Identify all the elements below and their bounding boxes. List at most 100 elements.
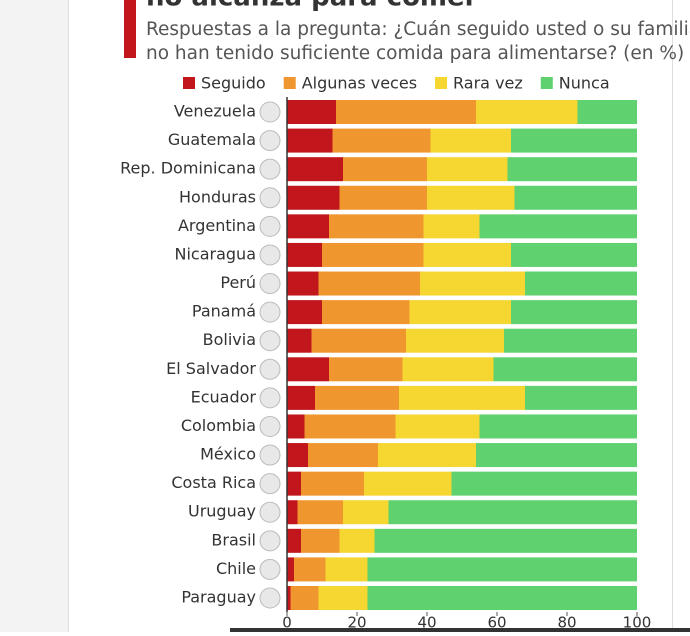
bar-segment <box>367 586 637 610</box>
x-tick-label: 80 <box>557 614 576 632</box>
bar-segment <box>423 214 480 239</box>
bar-segment <box>287 214 329 239</box>
flag-icon <box>259 301 281 323</box>
bar-segment <box>287 528 301 553</box>
bar-segment <box>294 557 326 582</box>
bar-segment <box>427 157 508 182</box>
bar-segment <box>311 328 406 353</box>
bar-segment <box>287 100 336 124</box>
flag-icon <box>259 130 281 152</box>
bar-segment <box>511 242 637 267</box>
title-accent <box>124 0 136 58</box>
bar-segment <box>402 357 494 382</box>
bar-segment <box>329 214 424 239</box>
bar-segment <box>287 586 291 610</box>
flag-icon <box>259 444 281 466</box>
bar-segment <box>287 557 294 582</box>
y-tick-label: México <box>200 445 256 464</box>
bar-segment <box>315 385 399 410</box>
flag-icon <box>259 501 281 523</box>
flag-icon <box>259 244 281 266</box>
flag-icon <box>259 215 281 237</box>
bar-segment <box>287 471 301 496</box>
bar-segment <box>367 557 637 582</box>
bar-segment <box>297 500 343 525</box>
bar-segment <box>343 157 427 182</box>
flag-icon <box>259 587 281 609</box>
bar-segment <box>325 557 368 582</box>
bar-segment <box>287 271 319 296</box>
bar-segment <box>318 586 368 610</box>
bar-segment <box>430 128 511 153</box>
y-tick-label: Honduras <box>179 187 256 206</box>
legend-swatch <box>540 77 553 89</box>
flag-icon <box>259 387 281 409</box>
flag-icon <box>259 330 281 352</box>
y-tick-label: Bolivia <box>203 330 256 349</box>
y-tick-label: Panamá <box>192 302 256 321</box>
legend-label: Algunas veces <box>302 74 417 93</box>
chart-subtitle: no han tenido suficiente comida para ali… <box>146 43 684 64</box>
bar-segment <box>476 100 578 124</box>
bar-segment <box>287 128 333 153</box>
bar-segment <box>304 414 396 439</box>
bar-segment <box>388 500 637 525</box>
bar-segment <box>329 357 403 382</box>
bar-segment <box>395 414 480 439</box>
bar-segment <box>511 128 637 153</box>
y-tick-label: Venezuela <box>174 102 256 121</box>
bar-segment <box>511 300 637 325</box>
bar-segment <box>378 443 476 468</box>
bar-segment <box>364 471 452 496</box>
bar-segment <box>577 100 637 124</box>
bar-segment <box>423 242 511 267</box>
bar-segment <box>525 271 637 296</box>
bar-segment <box>427 185 515 210</box>
bar-segment <box>301 528 340 553</box>
left-margin <box>0 0 68 632</box>
bar-segment <box>287 185 340 210</box>
bar-segment <box>287 414 305 439</box>
y-tick-label: Uruguay <box>188 502 256 521</box>
bar-segment <box>332 128 431 153</box>
bar-segment <box>451 471 637 496</box>
x-tick-label: 100 <box>623 614 652 632</box>
y-tick-label: Argentina <box>178 216 256 235</box>
y-tick-label: Perú <box>220 273 256 292</box>
bar-segment <box>504 328 637 353</box>
bar-segment <box>339 185 427 210</box>
bar-segment <box>374 528 637 553</box>
x-tick-label: 20 <box>347 614 366 632</box>
bar-segment <box>525 385 637 410</box>
bar-segment <box>514 185 637 210</box>
bar-segment <box>343 500 389 525</box>
bar-segment <box>507 157 637 182</box>
legend-label: Nunca <box>559 74 610 93</box>
bar-segment <box>318 271 420 296</box>
chart-title: no alcanza para comer <box>146 0 478 13</box>
flag-icon <box>259 101 281 123</box>
flag-icon <box>259 530 281 552</box>
y-tick-label: Colombia <box>181 416 256 435</box>
y-tick-label: Brasil <box>211 530 256 549</box>
bar-segment <box>493 357 637 382</box>
bar-segment <box>287 357 329 382</box>
bottom-bar <box>230 628 690 632</box>
bar-segment <box>287 242 322 267</box>
y-tick-label: El Salvador <box>166 359 256 378</box>
y-tick-label: Nicaragua <box>175 244 257 263</box>
bar-segment <box>476 443 637 468</box>
y-tick-label: Paraguay <box>181 588 256 607</box>
bar-segment <box>287 500 298 525</box>
flag-icon <box>259 558 281 580</box>
y-tick-label: Rep. Dominicana <box>120 159 256 178</box>
legend-swatch <box>435 77 448 89</box>
flag-icon <box>259 158 281 180</box>
flag-icon <box>259 358 281 380</box>
legend-label: Seguido <box>201 74 266 93</box>
legend-swatch <box>183 77 195 89</box>
y-tick-label: Guatemala <box>168 130 256 149</box>
legend-label: Rara vez <box>453 74 523 93</box>
x-tick-label: 40 <box>417 614 436 632</box>
bar-segment <box>339 528 375 553</box>
